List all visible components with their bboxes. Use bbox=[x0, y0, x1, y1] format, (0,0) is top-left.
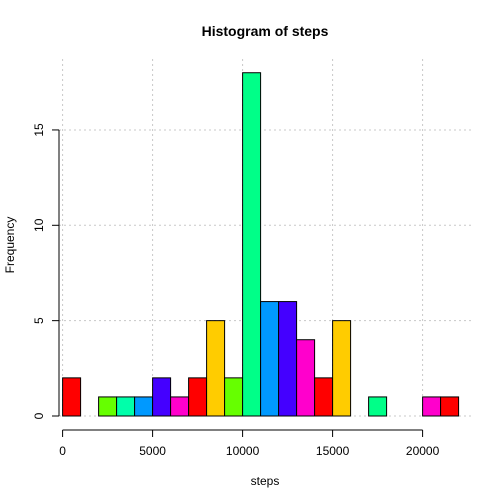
y-tick-label: 0 bbox=[32, 412, 46, 419]
histogram-bar bbox=[242, 72, 262, 417]
histogram-bar bbox=[278, 301, 298, 417]
histogram-bar bbox=[422, 396, 442, 417]
histogram-bar bbox=[332, 320, 352, 417]
histogram-bar bbox=[116, 396, 136, 417]
chart-title: Histogram of steps bbox=[202, 23, 329, 39]
bars bbox=[62, 72, 460, 417]
x-tick-label: 10000 bbox=[226, 444, 260, 458]
x-tick-label: 20000 bbox=[406, 444, 440, 458]
y-tick-label: 10 bbox=[32, 218, 46, 232]
histogram-bar bbox=[188, 377, 208, 417]
y-tick-label: 15 bbox=[32, 123, 46, 137]
histogram-bar bbox=[152, 377, 172, 417]
histogram-bar bbox=[368, 396, 388, 417]
histogram-bar bbox=[206, 320, 226, 417]
x-tick-label: 0 bbox=[59, 444, 66, 458]
x-tick-label: 15000 bbox=[316, 444, 350, 458]
histogram-bar bbox=[224, 377, 244, 417]
y-tick-label: 5 bbox=[32, 317, 46, 324]
histogram-bar bbox=[134, 396, 154, 417]
histogram-bar bbox=[260, 301, 280, 417]
x-axis-label: steps bbox=[251, 474, 280, 488]
x-tick-label: 5000 bbox=[139, 444, 166, 458]
x-axis-ticks: 0 5000 10000 15000 20000 bbox=[59, 430, 440, 458]
histogram-bar bbox=[314, 377, 334, 417]
histogram-bar bbox=[98, 396, 118, 417]
histogram-bar bbox=[296, 339, 316, 417]
y-axis-ticks: 0 5 10 15 bbox=[32, 123, 59, 419]
histogram-bar bbox=[440, 396, 460, 417]
histogram-bar bbox=[62, 377, 82, 417]
y-axis-label: Frequency bbox=[3, 217, 17, 274]
histogram-bar bbox=[170, 396, 190, 417]
